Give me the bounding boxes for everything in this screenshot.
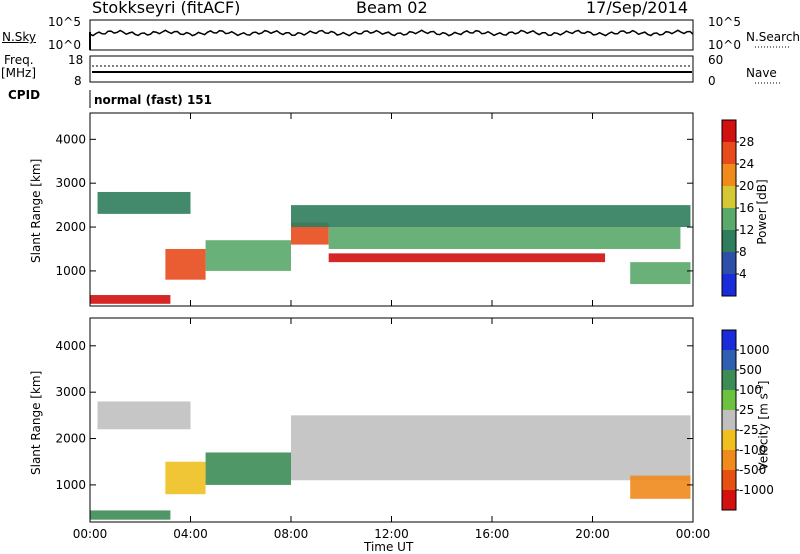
freq-unit: [MHz] bbox=[1, 66, 37, 80]
nsky-panel bbox=[89, 19, 790, 51]
cpid-value: normal (fast) 151 bbox=[94, 93, 212, 107]
velocity-panel: 1000 2000 3000 4000 bbox=[55, 317, 694, 523]
colorbar-tick-label: 20 bbox=[739, 179, 754, 193]
data-band bbox=[328, 253, 606, 263]
freq-label: Freq. bbox=[4, 53, 34, 67]
colorbar-swatch bbox=[722, 186, 736, 208]
colorbar-swatch bbox=[722, 208, 736, 230]
data-band bbox=[165, 248, 206, 280]
y-tick-label: 3000 bbox=[55, 176, 86, 190]
data-band bbox=[205, 240, 291, 271]
colorbar-swatch bbox=[722, 230, 736, 252]
colorbar-swatch bbox=[722, 120, 736, 142]
colorbar-swatch bbox=[722, 164, 736, 186]
colorbar-tick-label: 100 bbox=[739, 383, 762, 397]
colorbar-tick-label: 4 bbox=[739, 267, 747, 281]
colorbar-tick-label: 25 bbox=[739, 403, 754, 417]
data-band bbox=[90, 295, 171, 304]
colorbar-swatch bbox=[722, 490, 736, 510]
colorbar-tick-label: 1000 bbox=[739, 343, 770, 357]
time-axis-label: Time UT bbox=[364, 540, 414, 554]
nave-tick-top: 60 bbox=[708, 53, 724, 67]
colorbar-tick-label: -1000 bbox=[739, 483, 774, 497]
colorbar-swatch bbox=[722, 330, 736, 350]
data-band bbox=[291, 205, 691, 228]
beam-label: Beam 02 bbox=[356, 0, 428, 17]
colorbar-swatch bbox=[722, 410, 736, 430]
y-tick-label: 2000 bbox=[55, 220, 86, 234]
colorbar-tick-label: 28 bbox=[739, 135, 754, 149]
colorbar-swatch bbox=[722, 390, 736, 410]
colorbar-swatch bbox=[722, 370, 736, 390]
x-tick-label: 04:00 bbox=[173, 527, 208, 541]
colorbar-tick-label: 24 bbox=[739, 157, 754, 171]
y-tick-label: 4000 bbox=[55, 339, 86, 353]
x-tick-label: 00:00 bbox=[676, 527, 711, 541]
date-label: 17/Sep/2014 bbox=[586, 0, 689, 17]
nave-label: Nave bbox=[746, 66, 777, 80]
data-band bbox=[291, 415, 691, 481]
colorbar-tick-label: 500 bbox=[739, 363, 762, 377]
colorbar-swatch bbox=[722, 274, 736, 296]
colorbar-tick-label: 12 bbox=[739, 223, 754, 237]
data-band bbox=[291, 222, 329, 245]
nave-tick-bottom: 0 bbox=[708, 74, 716, 88]
data-band bbox=[90, 510, 171, 520]
colorbar-tick-label: 8 bbox=[739, 245, 747, 259]
data-band bbox=[165, 461, 206, 495]
data-band bbox=[97, 401, 191, 430]
colorbar-swatch bbox=[722, 470, 736, 490]
nsearch-label: N.Search bbox=[746, 30, 800, 44]
colorbar-swatch bbox=[722, 350, 736, 370]
x-tick-label: 00:00 bbox=[73, 527, 108, 541]
data-band bbox=[205, 452, 291, 485]
data-band bbox=[630, 475, 691, 499]
nsearch-tick-top: 10^5 bbox=[708, 15, 741, 29]
nsky-tick-bottom: 10^0 bbox=[48, 38, 81, 52]
colorbar-tick-label: -100 bbox=[739, 443, 766, 457]
x-tick-label: 20:00 bbox=[575, 527, 610, 541]
y-tick-label: 1000 bbox=[55, 478, 86, 492]
x-tick-label: 16:00 bbox=[475, 527, 510, 541]
nsky-label: N.Sky bbox=[2, 30, 37, 44]
cpid-label: CPID bbox=[8, 88, 41, 102]
data-band bbox=[630, 262, 691, 285]
colorbar-tick-label: -500 bbox=[739, 463, 766, 477]
freq-tick-top: 18 bbox=[68, 53, 84, 67]
y-tick-label: 1000 bbox=[55, 264, 86, 278]
power-panel: 1000 2000 3000 4000 bbox=[55, 112, 694, 307]
colorbar-swatch bbox=[722, 252, 736, 274]
y-tick-label: 4000 bbox=[55, 132, 86, 146]
colorbar-swatch bbox=[722, 142, 736, 164]
colorbar-swatch bbox=[722, 430, 736, 450]
y-tick-label: 3000 bbox=[55, 385, 86, 399]
data-band bbox=[97, 191, 191, 214]
colorbar-tick-label: 16 bbox=[739, 201, 754, 215]
freq-tick-bottom: 8 bbox=[74, 74, 82, 88]
y-tick-label: 2000 bbox=[55, 432, 86, 446]
freq-panel bbox=[89, 55, 780, 108]
nsky-tick-top: 10^5 bbox=[48, 15, 81, 29]
data-band bbox=[328, 227, 681, 249]
radar-title: Stokkseyri (fitACF) bbox=[92, 0, 241, 17]
colorbar-swatch bbox=[722, 450, 736, 470]
x-tick-label: 12:00 bbox=[374, 527, 409, 541]
nsearch-tick-bottom: 10^0 bbox=[708, 38, 741, 52]
nsky-series bbox=[89, 29, 694, 37]
x-tick-label: 08:00 bbox=[274, 527, 309, 541]
colorbar-tick-label: -25 bbox=[739, 423, 759, 437]
